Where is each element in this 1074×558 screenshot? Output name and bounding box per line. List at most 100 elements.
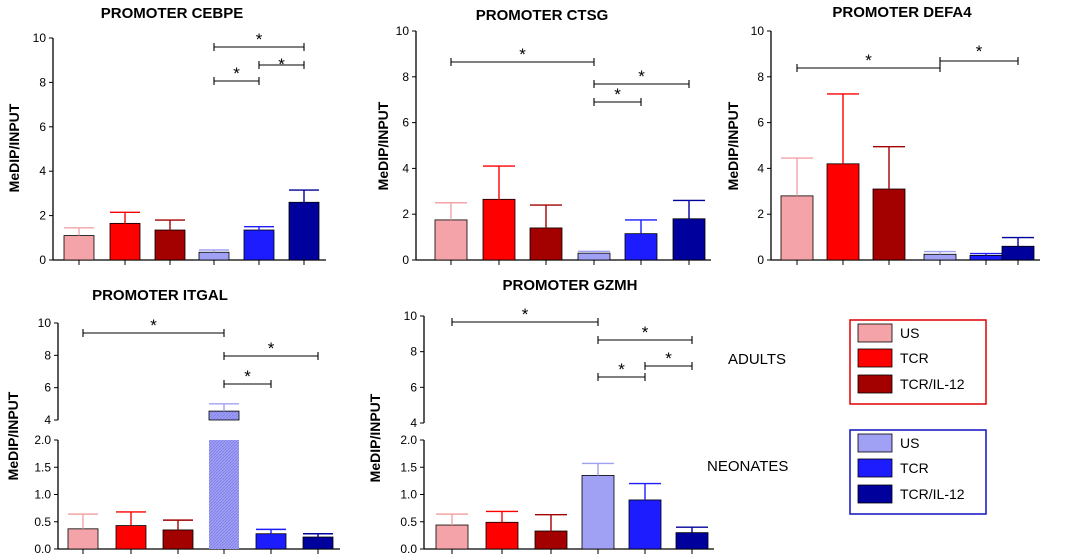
bar: [581, 475, 615, 550]
y-tick-label: 0: [757, 253, 764, 267]
y-tick-label: 1.5: [34, 460, 51, 474]
bar: [1001, 245, 1035, 261]
bar: [434, 219, 468, 261]
bar: [485, 521, 519, 550]
y-tick-label: 2: [39, 209, 46, 223]
significance-label: *: [256, 30, 263, 49]
chart-panel-0: PROMOTER CEBPE MeDIP/INPUT 0 2 4 6 8 10 * * *: [6, 5, 326, 267]
bar: [969, 255, 1003, 261]
y-tick-label: 0.0: [400, 542, 417, 556]
significance-label: *: [268, 339, 275, 358]
legend-box: [849, 319, 987, 405]
bar: [923, 253, 957, 261]
chart-title: PROMOTER DEFA4: [832, 4, 972, 21]
y-tick-label: 6: [757, 116, 764, 130]
legend-group-label: NEONATES: [707, 458, 788, 475]
y-tick-label: 0: [402, 253, 409, 267]
legend-swatch: [857, 323, 893, 343]
bar: [209, 440, 239, 549]
y-tick-label: 4: [410, 416, 417, 430]
bar: [529, 227, 563, 261]
bar: [109, 222, 141, 261]
y-tick-label: 10: [38, 316, 52, 330]
legend-box: [849, 429, 987, 515]
y-axis-label: MeDIP/INPUT: [6, 103, 22, 192]
bar: [302, 536, 334, 550]
legend-swatch: [857, 374, 893, 394]
bar: [288, 201, 320, 261]
significance-label: *: [638, 67, 645, 86]
bar: [826, 163, 860, 261]
bar: [482, 198, 516, 261]
chart-panel-1: PROMOTER CTSG MeDIP/INPUT 0 2 4 6 8 10 * * *: [375, 7, 711, 267]
bar: [63, 235, 95, 261]
y-tick-label: 8: [402, 70, 409, 84]
significance-label: *: [244, 367, 251, 386]
y-tick-label: 4: [44, 413, 51, 427]
y-axis-label: MeDIP/INPUT: [725, 101, 741, 190]
legend-group-label: ADULTS: [728, 351, 786, 368]
y-tick-label: 0.5: [34, 515, 51, 529]
significance-label: *: [614, 85, 621, 104]
chart-panel-4: PROMOTER GZMH MeDIP/INPUT 4 6 8 10 0.0 0.5 1.0 1.…: [367, 277, 714, 556]
y-tick-label: 8: [39, 75, 46, 89]
y-tick-label: 1.5: [400, 460, 417, 474]
significance-label: *: [150, 316, 157, 335]
chart-title: PROMOTER ITGAL: [92, 287, 228, 304]
y-tick-label: 10: [33, 31, 47, 45]
legend-label: TCR/IL-12: [900, 376, 965, 392]
y-axis-label: MeDIP/INPUT: [5, 391, 21, 480]
bar: [624, 233, 658, 261]
y-tick-label: 6: [410, 380, 417, 394]
y-tick-label: 6: [44, 381, 51, 395]
significance-label: *: [618, 360, 625, 379]
y-tick-label: 2: [757, 207, 764, 221]
y-tick-label: 4: [39, 164, 46, 178]
significance-label: *: [976, 42, 983, 61]
bar: [243, 229, 275, 261]
y-tick-label: 10: [404, 309, 418, 323]
legend-swatch: [857, 458, 893, 478]
y-tick-label: 10: [751, 24, 765, 38]
y-tick-label: 6: [402, 116, 409, 130]
legend-label: US: [900, 435, 919, 451]
significance-label: *: [519, 45, 526, 64]
significance-label: *: [665, 349, 672, 368]
legend-swatch: [857, 348, 893, 368]
legend-neonates: NEONATES US TCR TCR/IL-12: [707, 429, 987, 515]
y-tick-label: 2: [402, 207, 409, 221]
bar: [780, 195, 814, 261]
y-tick-label: 2.0: [400, 433, 417, 447]
bar: [534, 530, 568, 550]
bar: [435, 524, 469, 550]
chart-title: PROMOTER GZMH: [503, 277, 638, 294]
y-tick-label: 2.0: [34, 433, 51, 447]
bar: [675, 532, 709, 550]
significance-label: *: [233, 64, 240, 83]
bar: [154, 229, 186, 261]
significance-label: *: [278, 55, 285, 74]
y-tick-label: 1.0: [34, 488, 51, 502]
y-tick-label: 0.0: [34, 542, 51, 556]
bar: [162, 529, 194, 550]
y-tick-label: 10: [396, 24, 410, 38]
bar: [255, 533, 287, 550]
legend-adults: ADULTS US TCR TCR/IL-12: [728, 319, 987, 405]
y-tick-label: 0: [39, 253, 46, 267]
legend-label: TCR/IL-12: [900, 486, 965, 502]
bar: [672, 218, 706, 261]
chart-panel-3: PROMOTER ITGAL MeDIP/INPUT 4 6 8 10 0.0 0.5 1.0 1…: [5, 287, 340, 556]
bar: [115, 525, 147, 550]
significance-label: *: [642, 323, 649, 342]
y-tick-label: 8: [757, 70, 764, 84]
y-tick-label: 8: [44, 348, 51, 362]
bar: [872, 188, 906, 261]
y-tick-label: 0.5: [400, 515, 417, 529]
bar: [67, 528, 99, 550]
legend-label: US: [900, 325, 919, 341]
bar: [577, 252, 611, 261]
bar: [628, 499, 662, 550]
y-tick-label: 8: [410, 345, 417, 359]
chart-title: PROMOTER CTSG: [476, 7, 609, 24]
